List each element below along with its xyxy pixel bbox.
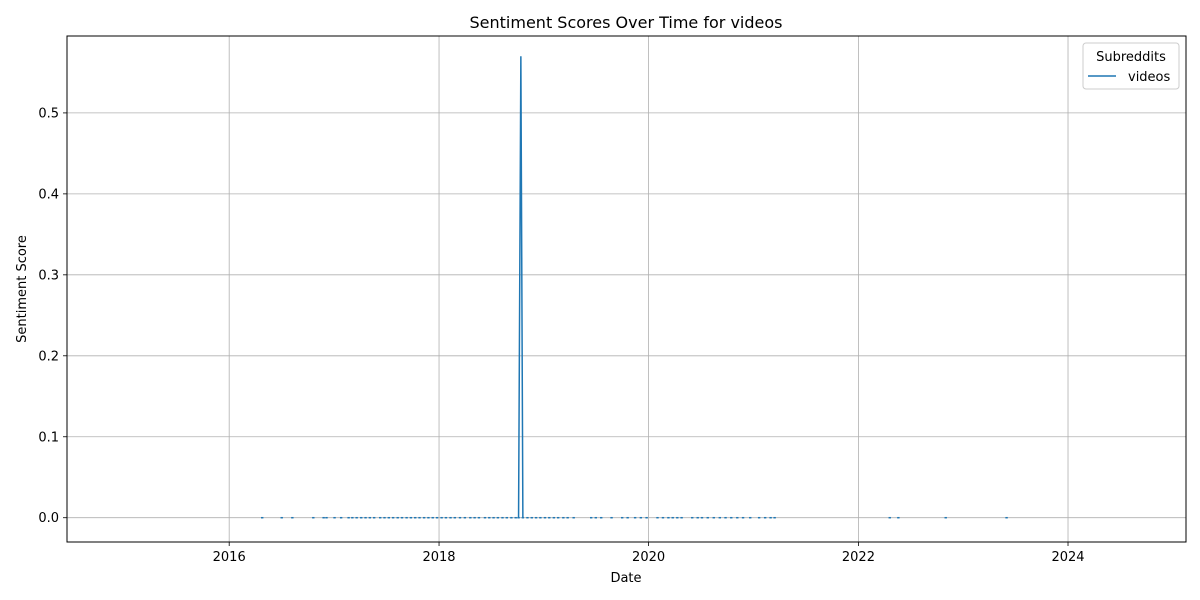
legend-entry-videos: videos [1128, 70, 1171, 85]
y-axis-label: Sentiment Score [15, 235, 30, 343]
y-tick-label: 0.1 [38, 430, 59, 445]
chart-title: Sentiment Scores Over Time for videos [470, 13, 783, 32]
axis-ticks: 2016 2018 2020 2022 2024 0.0 0.1 0.2 0.3 0.4 0.5 [38, 106, 1084, 565]
series-videos [261, 56, 1008, 519]
x-tick-label: 2018 [422, 550, 455, 565]
y-tick-label: 0.2 [38, 349, 59, 364]
legend-title: Subreddits [1096, 50, 1166, 65]
y-tick-label: 0.5 [38, 106, 59, 121]
x-tick-label: 2016 [213, 550, 246, 565]
legend: Subreddits videos [1082, 42, 1180, 90]
x-tick-label: 2024 [1051, 550, 1084, 565]
x-axis-label: Date [610, 571, 641, 586]
data-spike [517, 56, 524, 518]
y-tick-label: 0.4 [38, 187, 59, 202]
x-tick-label: 2020 [632, 550, 665, 565]
series-layer [261, 56, 1008, 519]
y-tick-label: 0.3 [38, 268, 59, 283]
y-tick-label: 0.0 [38, 511, 59, 526]
x-tick-label: 2022 [842, 550, 875, 565]
plot-frame [66, 35, 1187, 543]
legend-box [1082, 42, 1180, 90]
